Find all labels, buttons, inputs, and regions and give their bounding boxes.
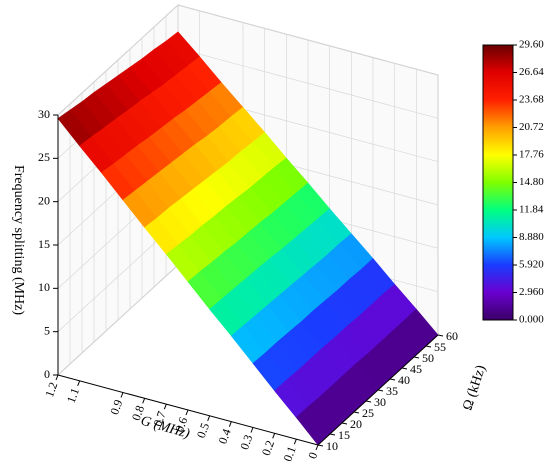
x-tick (163, 403, 167, 410)
y-tick-label: 60 (446, 329, 458, 343)
y-axis-label: Ω (kHz) (460, 363, 489, 412)
x-tick (250, 427, 254, 433)
y-tick (413, 356, 420, 359)
y-tick-label: 35 (386, 384, 398, 398)
y-tick (341, 422, 348, 425)
colorbar-tick-label: 20.72 (519, 121, 544, 133)
y-tick (377, 389, 384, 392)
x-tick-label: 0.4 (215, 427, 233, 446)
z-tick-label: 30 (38, 107, 50, 121)
z-tick-label: 25 (38, 150, 50, 164)
z-tick-label: 15 (38, 237, 50, 251)
x-tick (293, 438, 297, 445)
y-tick (329, 433, 336, 436)
y-tick (389, 378, 396, 381)
x-tick-label: 0.9 (107, 398, 125, 417)
colorbar-tick-label: 8.880 (519, 231, 544, 243)
z-tick-label: 5 (44, 323, 50, 337)
x-tick (272, 433, 276, 439)
x-tick-label: 0.3 (237, 433, 255, 452)
y-tick-label: 45 (410, 362, 422, 376)
x-tick (315, 444, 319, 451)
x-tick-label: 0.6 (172, 415, 190, 434)
x-tick-label: 1.2 (42, 380, 60, 399)
y-tick-label: 40 (398, 373, 410, 387)
x-tick-label: 0.5 (194, 421, 212, 440)
x-tick (207, 415, 211, 422)
colorbar-tick-label: 14.80 (519, 176, 544, 188)
y-tick (353, 411, 360, 414)
x-tick-label: 0.7 (150, 409, 168, 428)
colorbar (482, 44, 514, 321)
x-tick-label: 0.2 (259, 439, 277, 458)
colorbar-tick-label: 17.76 (519, 149, 544, 161)
x-tick (77, 380, 81, 387)
colorbar-tick-label: 11.84 (519, 204, 544, 216)
y-tick (437, 334, 444, 337)
colorbar-tick-label: 29.60 (519, 39, 544, 51)
y-tick (317, 444, 324, 447)
colorbar-tick-label: 2.960 (519, 286, 544, 298)
x-tick (120, 392, 124, 398)
y-tick-label: 55 (434, 340, 446, 354)
colorbar-tick-label: 5.920 (519, 259, 544, 271)
y-tick (365, 400, 372, 403)
y-tick-label: 25 (362, 406, 374, 420)
z-tick-label: 20 (38, 193, 50, 207)
colorbar-tick-label: 0.000 (519, 314, 544, 326)
x-tick (142, 398, 146, 404)
y-tick (425, 345, 432, 348)
z-tick-label: 10 (38, 280, 50, 294)
x-tick-label: 0.8 (129, 404, 147, 423)
colorbar-tick-label: 23.68 (519, 94, 544, 106)
y-tick (401, 367, 408, 370)
x-tick (185, 409, 189, 416)
x-tick-label: 0.1 (280, 444, 298, 463)
colorbar-tick-label: 26.64 (519, 66, 544, 78)
y-tick-label: 50 (422, 351, 434, 365)
x-tick (228, 421, 232, 427)
x-tick (55, 374, 59, 381)
y-tick-label: 20 (350, 417, 362, 431)
z-axis-label: Frequency splitting (MHz) (11, 165, 26, 315)
z-tick-label: 0 (44, 367, 50, 381)
x-tick-label: 1.1 (64, 386, 82, 405)
x-tick-label: 0 (305, 450, 320, 460)
y-tick-label: 30 (374, 395, 386, 409)
y-tick-label: 15 (338, 428, 350, 442)
y-tick-label: 10 (326, 439, 338, 453)
